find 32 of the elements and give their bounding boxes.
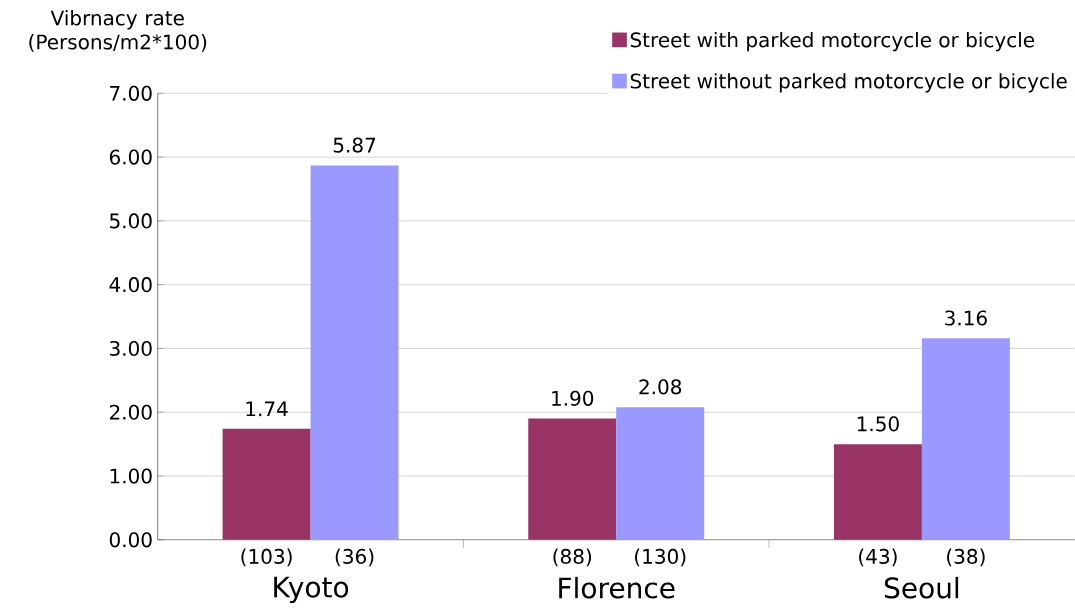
- bar: [528, 418, 617, 541]
- text: (38): [947, 548, 985, 567]
- y-tick-label: 3.00: [110, 341, 152, 357]
- data-label: 1.74: [246, 401, 288, 417]
- y-tick-label: 5.00: [110, 213, 152, 229]
- text: (36): [335, 548, 374, 567]
- y-tick-label: 2.00: [109, 404, 152, 421]
- text: (43): [859, 548, 897, 567]
- legend-label: Street with parked motorcycle or bicycle: [630, 32, 1034, 52]
- x-tick-label: Seoul: [884, 577, 959, 599]
- y-axis-title: Vibrnacy rate (Persons/m2*100): [29, 10, 207, 53]
- data-label: 1.90: [552, 391, 594, 407]
- bar: [310, 165, 399, 541]
- data-label: 2.08: [639, 379, 682, 395]
- y-tick-label: 6.00: [109, 149, 152, 165]
- bar: [222, 429, 311, 541]
- y-tick-label: 0.00: [109, 532, 152, 548]
- data-label: 3.16: [945, 310, 987, 326]
- bar: [921, 338, 1010, 541]
- data-label: 1.50: [857, 416, 899, 432]
- x-tick-label: Kyoto: [274, 577, 349, 604]
- bar: [833, 444, 922, 541]
- bar: [616, 407, 705, 541]
- y-tick-label: 1.00: [110, 468, 152, 484]
- text: (88): [553, 548, 592, 567]
- data-label: 5.87: [333, 137, 376, 153]
- y-tick-label: 7.00: [110, 85, 152, 102]
- x-tick-label: Florence: [559, 577, 675, 599]
- text: (130): [635, 548, 686, 567]
- legend-label: Street without parked motorcycle or bicycle: [630, 73, 1067, 93]
- y-tick-label: 4.00: [109, 277, 152, 293]
- text: (103): [241, 548, 292, 567]
